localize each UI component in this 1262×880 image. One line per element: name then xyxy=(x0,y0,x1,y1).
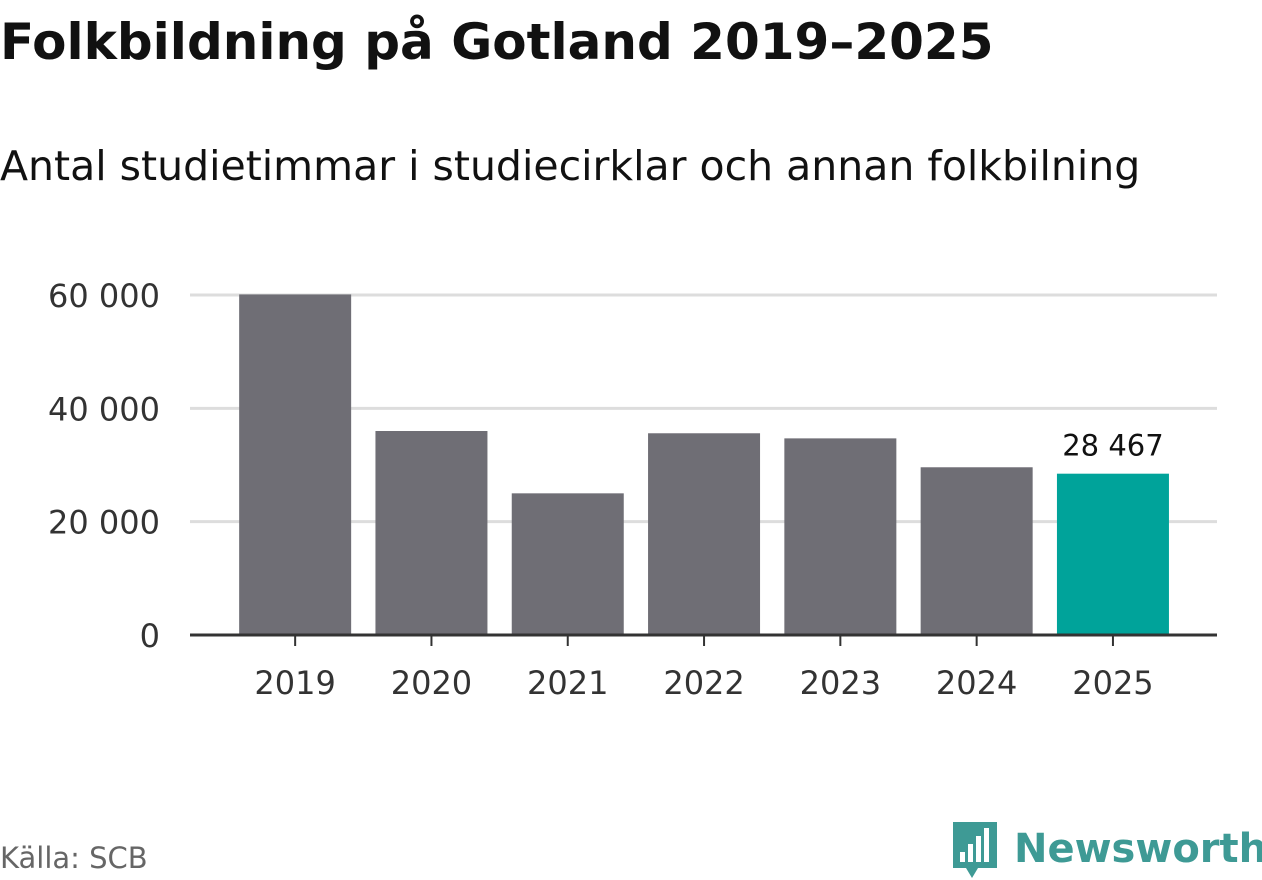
x-tick-label: 2019 xyxy=(254,664,335,702)
y-tick-label: 40 000 xyxy=(48,390,160,428)
x-tick-label: 2023 xyxy=(800,664,881,702)
x-tick-label: 2022 xyxy=(663,664,744,702)
chart-title: Folkbildning på Gotland 2019–2025 xyxy=(0,13,994,71)
chart-subtitle: Antal studietimmar i studiecirklar och a… xyxy=(0,142,1141,190)
bars xyxy=(239,294,1169,635)
bar xyxy=(784,438,897,635)
data-label: 28 467 xyxy=(1062,429,1163,463)
y-tick-label: 20 000 xyxy=(48,504,160,542)
x-tick-label: 2020 xyxy=(391,664,472,702)
x-tick-label: 2024 xyxy=(936,664,1017,702)
y-tick-label: 0 xyxy=(140,617,160,655)
bar xyxy=(648,433,761,635)
source-note: Källa: SCB xyxy=(0,841,148,875)
x-tick-label: 2025 xyxy=(1072,664,1153,702)
bar xyxy=(239,294,352,635)
brand-name: Newsworthy xyxy=(1014,826,1262,872)
bar-chart-speech-bubble-icon xyxy=(953,822,997,878)
brand-logo: Newsworthy xyxy=(950,818,1262,880)
bar xyxy=(511,493,624,635)
labels: 0 20 000 40 000 60 000 2019 2020 2021 2022 2023 2… xyxy=(48,277,1164,702)
y-tick-label: 60 000 xyxy=(48,277,160,315)
x-tick-label: 2021 xyxy=(527,664,608,702)
axes xyxy=(190,633,1217,646)
bar-highlight xyxy=(1056,473,1169,635)
bar xyxy=(375,431,488,635)
bar xyxy=(920,467,1033,635)
